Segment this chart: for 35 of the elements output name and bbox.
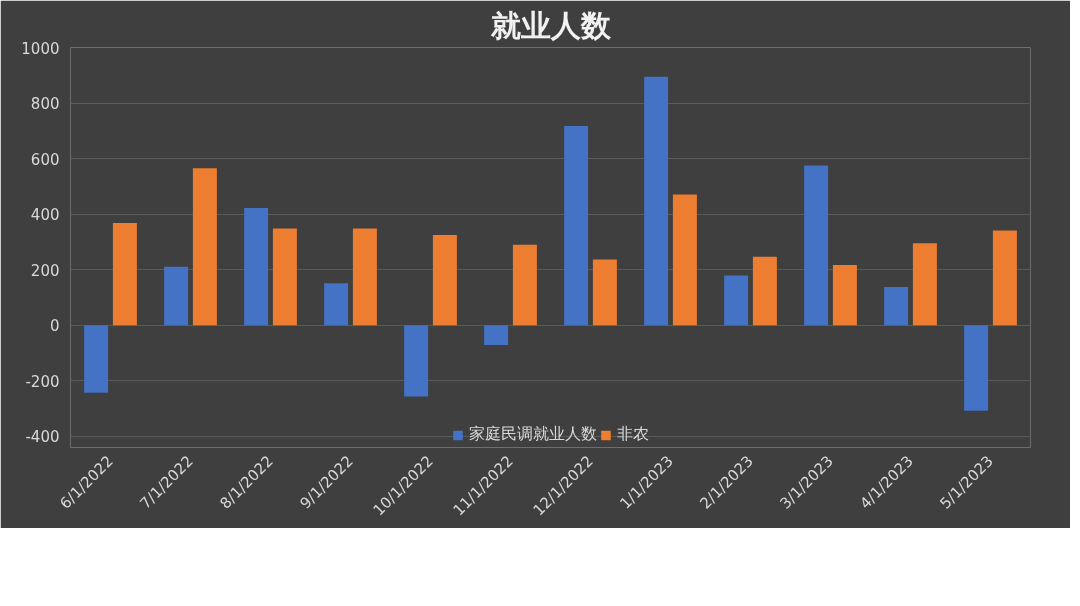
bar [432, 235, 457, 326]
bar [912, 243, 937, 326]
bar [112, 223, 137, 326]
bar [352, 228, 377, 326]
bar [404, 325, 429, 397]
bar [672, 194, 697, 326]
y-tick-label: 1000 [21, 39, 60, 58]
bar [512, 244, 537, 326]
y-tick-label: 0 [49, 317, 60, 336]
bar [324, 283, 349, 326]
bar [244, 208, 269, 326]
bar [804, 165, 829, 326]
bar [752, 256, 777, 326]
bar [164, 266, 189, 326]
bar [592, 259, 617, 326]
legend-label: 家庭民调就业人数 [468, 424, 597, 445]
bar [964, 325, 989, 411]
bar [564, 126, 589, 326]
bar [84, 325, 109, 393]
bar [644, 76, 669, 326]
bar [884, 286, 909, 326]
y-tick-label: 600 [30, 150, 60, 169]
bar [272, 228, 297, 326]
bar [992, 230, 1017, 326]
bar [484, 325, 509, 345]
bar [832, 265, 857, 326]
y-tick-label: -200 [25, 372, 60, 391]
y-tick-label: -400 [25, 428, 60, 447]
bar [724, 275, 749, 326]
y-tick-label: 200 [30, 261, 60, 280]
legend-label: 非农 [616, 424, 649, 445]
bar [192, 168, 217, 326]
y-tick-label: 400 [30, 206, 60, 225]
chart-title: 就业人数 [489, 7, 612, 43]
y-tick-label: 800 [30, 95, 60, 114]
